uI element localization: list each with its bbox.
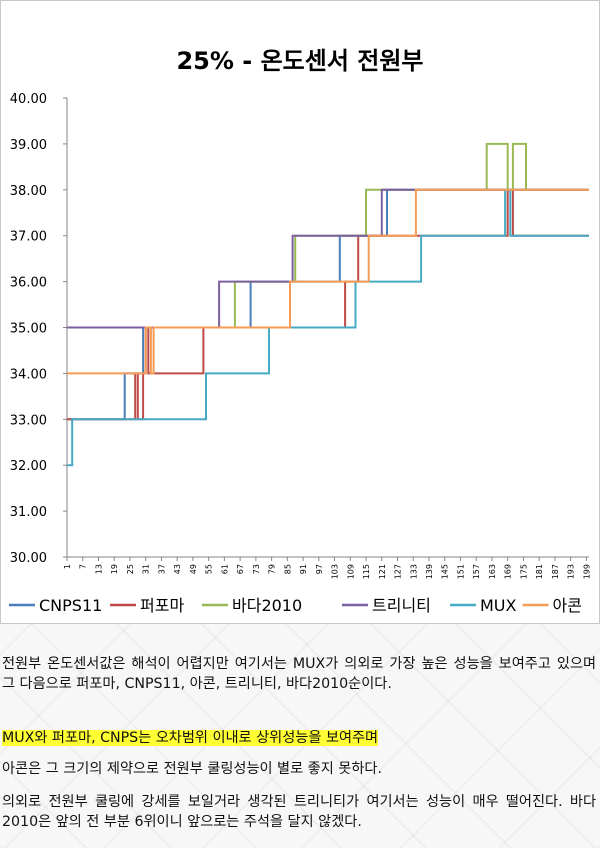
x-tick-label: 55 (205, 564, 214, 574)
y-tick-label: 39.00 (10, 138, 47, 153)
y-tick-label: 36.00 (10, 276, 47, 291)
x-tick-label: 127 (394, 564, 403, 579)
series-line (67, 188, 589, 421)
axes: 30.00 31.00 32.00 33.00 34.00 35.00 36.00 37.00… (10, 92, 592, 579)
chart-title: 25% - 온도센서 전원부 (176, 47, 423, 75)
article-paragraph-1: 전원부 온도센서값은 해석이 어렵지만 여기서는 MUX가 의외로 가장 높은 … (2, 656, 596, 692)
y-tick-label: 40.00 (10, 92, 47, 107)
article-paragraph-3: 아콘은 그 크기의 제약으로 전원부 쿨링성능이 별로 좋지 못하다. (2, 761, 382, 777)
x-tick-label: 13 (94, 564, 103, 574)
x-tick-label: 169 (504, 564, 513, 579)
article-paragraph-4: 의외로 전원부 쿨링에 강세를 보일거라 생각된 트리니티가 여기서는 성능이 … (2, 794, 596, 830)
legend-label: 트리니티 (372, 596, 431, 615)
x-tick-label: 121 (378, 564, 387, 579)
legend-item: 바다2010 (202, 596, 302, 615)
legend-label: 아콘 (553, 596, 582, 615)
article-paragraph-2-highlight: MUX와 퍼포마, CNPS는 오차범위 이내로 상위성능을 보여주며 (2, 729, 596, 749)
legend-item: MUX (450, 596, 517, 615)
x-tick-label: 61 (220, 564, 229, 574)
legend-label: CNPS11 (39, 596, 102, 615)
x-tick-label: 157 (472, 564, 481, 579)
highlighted-text: MUX와 퍼포마, CNPS는 오차범위 이내로 상위성능을 보여주며 (2, 730, 379, 746)
series-line (67, 188, 589, 329)
x-tick-label: 133 (409, 564, 418, 579)
x-tick-label: 91 (299, 564, 308, 574)
x-tick-label: 151 (456, 564, 465, 579)
x-tick-label: 139 (425, 564, 434, 579)
line-chart: 25% - 온도센서 전원부 30.00 31.00 32.00 33.00 34.00… (9, 47, 592, 615)
x-tick-label: 79 (268, 564, 277, 574)
x-tick-label: 43 (173, 564, 182, 574)
y-tick-label: 33.00 (10, 413, 47, 428)
legend-label: 바다2010 (232, 596, 302, 615)
series-lines (67, 142, 589, 467)
x-tick-label: 97 (315, 564, 324, 574)
x-tick-label: 109 (346, 564, 355, 579)
legend-label: 퍼포마 (140, 596, 184, 615)
x-tick-label: 7 (79, 564, 88, 569)
series-line (67, 188, 589, 421)
x-tick-label: 163 (488, 564, 497, 579)
legend: CNPS11 퍼포마 바다2010 트리니티 MUX 아콘 (9, 596, 582, 615)
x-tick-label: 49 (189, 564, 198, 574)
y-tick-label: 32.00 (10, 459, 47, 474)
x-tick-label: 175 (519, 564, 528, 579)
legend-item: 트리니티 (342, 596, 431, 615)
y-tick-label: 34.00 (10, 367, 47, 382)
y-tick-label: 35.00 (10, 322, 47, 337)
series-line (67, 188, 589, 375)
x-tick-label: 115 (362, 564, 371, 579)
chart-area: 25% - 온도센서 전원부 30.00 31.00 32.00 33.00 34.00… (0, 0, 600, 624)
x-tick-label: 199 (582, 564, 591, 579)
x-tick-label: 103 (331, 564, 340, 579)
x-tick-label: 25 (126, 564, 135, 574)
x-tick-label: 73 (252, 564, 261, 574)
x-tick-label: 1 (63, 564, 72, 569)
y-tick-label: 38.00 (10, 184, 47, 199)
x-tick-label: 85 (283, 564, 292, 574)
x-tick-label: 187 (551, 564, 560, 579)
x-tick-label: 31 (142, 564, 151, 574)
legend-item: CNPS11 (9, 596, 102, 615)
y-tick-label: 30.00 (10, 551, 47, 566)
y-tick-label: 31.00 (10, 505, 47, 520)
legend-item: 아콘 (522, 596, 582, 615)
y-tick-label: 37.00 (10, 230, 47, 245)
x-tick-label: 67 (236, 564, 245, 574)
x-tick-label: 37 (157, 564, 166, 574)
x-tick-label: 145 (441, 564, 450, 579)
legend-item: 퍼포마 (110, 596, 184, 615)
legend-label: MUX (480, 596, 517, 615)
x-tick-label: 181 (535, 564, 544, 579)
x-tick-label: 19 (110, 564, 119, 574)
x-tick-label: 193 (567, 564, 576, 579)
